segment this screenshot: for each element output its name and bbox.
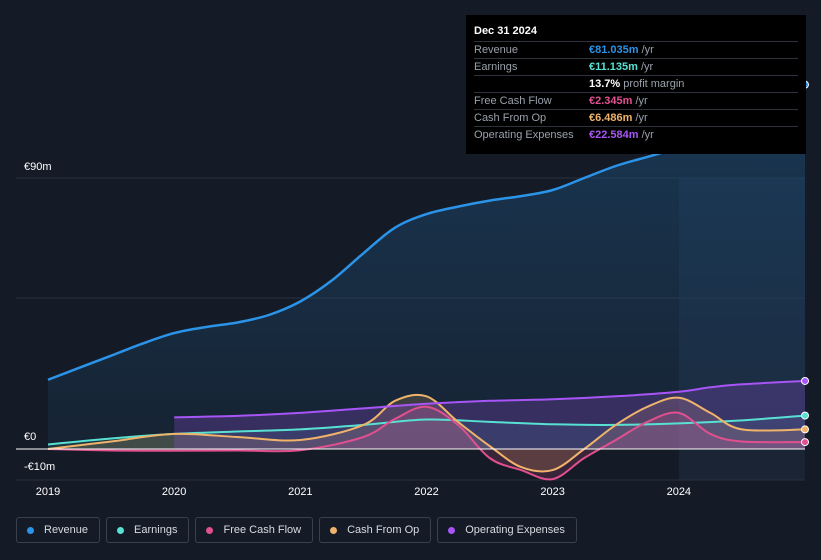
tooltip-row-unit: /yr (632, 95, 648, 107)
x-tick-label: 2023 (540, 486, 564, 498)
x-tick-label: 2020 (162, 486, 186, 498)
legend-item[interactable]: Revenue (16, 517, 101, 543)
legend-item[interactable]: Free Cash Flow (195, 517, 314, 543)
y-tick-label: €0 (24, 431, 36, 443)
legend-item[interactable]: Operating Expenses (437, 517, 577, 543)
tooltip-row-value: €11.135m (589, 61, 638, 73)
tooltip-row-value: €6.486m (589, 112, 633, 124)
series-area (48, 84, 805, 449)
x-tick-label: 2024 (667, 486, 691, 498)
legend-dot-icon (27, 526, 34, 534)
series-end-point (801, 376, 809, 385)
tooltip-row-unit: /yr (638, 129, 654, 141)
tooltip-row-unit: /yr (638, 44, 654, 56)
series-area (174, 380, 805, 449)
tooltip-row-value: €81.035m (589, 44, 639, 56)
tooltip-row: Revenue €81.035m /yr (474, 41, 798, 58)
legend-item[interactable]: Earnings (106, 517, 190, 543)
tooltip-row-unit: profit margin (620, 78, 685, 90)
y-tick-label: -€10m (24, 461, 55, 473)
legend-label: Revenue (44, 524, 89, 536)
x-tick-label: 2022 (414, 486, 438, 498)
tooltip-row: Earnings €11.135m /yr (474, 58, 798, 75)
tooltip-row-label: Earnings (474, 61, 518, 73)
tooltip-row-value: 13.7% (589, 78, 621, 90)
tooltip-row: Operating Expenses €22.584m /yr (474, 126, 798, 143)
legend-label: Operating Expenses (465, 524, 565, 536)
x-tick-label: 2019 (36, 486, 60, 498)
tooltip-row-label: Free Cash Flow (474, 95, 552, 107)
tooltip-row: Free Cash Flow €2.345m /yr (474, 92, 798, 109)
tooltip-date: Dec 31 2024 (474, 25, 537, 37)
series-line (47, 393, 806, 473)
x-tick-label: 2021 (288, 486, 312, 498)
legend-dot-icon (117, 526, 125, 534)
tooltip-row-unit: /yr (632, 112, 648, 124)
tooltip: Dec 31 2024 Revenue €81.035m /yr Earnings €… (466, 15, 806, 154)
legend-label: Free Cash Flow (223, 524, 302, 536)
tooltip-row-value: €2.345m (589, 95, 633, 107)
series-end-point (801, 411, 809, 420)
legend-dot-icon (206, 526, 214, 534)
y-tick-label: €90m (24, 161, 52, 173)
legend: Revenue Earnings Free Cash Flow Cash From O… (16, 517, 577, 543)
legend-dot-icon (330, 526, 338, 534)
tooltip-row-unit: /yr (637, 61, 654, 73)
series-area (48, 406, 805, 480)
legend-dot-icon (448, 526, 456, 534)
series-line (47, 405, 806, 481)
tooltip-row-value: €22.584m (589, 129, 639, 141)
tooltip-row-label: Operating Expenses (474, 129, 574, 141)
tooltip-row-label: Revenue (474, 44, 519, 56)
legend-item[interactable]: Cash From Op (319, 517, 432, 543)
series-end-point (801, 425, 809, 434)
tooltip-row-label: Cash From Op (474, 112, 547, 124)
legend-label: Earnings (134, 524, 178, 536)
legend-label: Cash From Op (347, 524, 420, 536)
tooltip-row: 13.7% profit margin (474, 75, 798, 92)
series-area (48, 394, 805, 472)
series-line (174, 379, 806, 419)
tooltip-row: Cash From Op €6.486m /yr (474, 109, 798, 126)
series-end-point (801, 438, 809, 447)
tooltip-row-label (474, 76, 589, 92)
